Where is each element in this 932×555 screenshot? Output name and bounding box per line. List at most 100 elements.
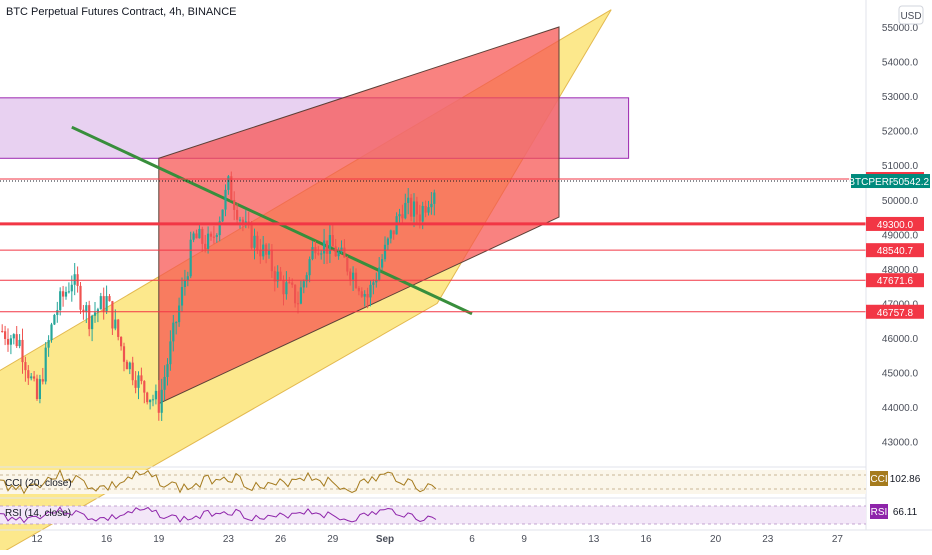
candle-body <box>375 279 378 283</box>
level-tag-bg <box>866 304 924 319</box>
candle-body <box>328 235 331 254</box>
candle-body <box>67 291 70 293</box>
candle-body <box>53 314 56 325</box>
rsi-value-tag: RSI 66.11 <box>870 504 918 519</box>
candle-body <box>279 271 282 281</box>
candle-body <box>35 378 39 400</box>
candle-body <box>157 390 160 413</box>
time-axis[interactable]: 12 16 19 23 26 29 Sep 6 9 13 16 20 23 27 <box>0 529 932 545</box>
candle-body <box>349 271 352 280</box>
candle-body <box>250 223 253 248</box>
candle-body <box>111 301 114 329</box>
cci-line <box>0 468 437 495</box>
last-price-tag: 50542.2 <box>893 174 930 189</box>
candle-body <box>27 370 30 379</box>
x-tick-label: 9 <box>521 534 527 545</box>
candle-body <box>317 253 320 255</box>
candle-body <box>149 399 152 403</box>
cci-pane[interactable]: CCI (20, close) CCI 102.86 <box>0 466 921 495</box>
candle-body <box>105 296 108 312</box>
x-tick-label: 12 <box>31 534 43 545</box>
candle-body <box>357 287 360 292</box>
candle-body <box>201 228 204 244</box>
candle-body <box>4 331 7 339</box>
candle-body <box>389 230 392 239</box>
candle-body <box>62 291 65 297</box>
level-tag-text: 47671.6 <box>877 276 914 287</box>
candle-body <box>343 247 346 258</box>
candle-body <box>99 296 102 310</box>
rsi-pane[interactable]: RSI (14, close) RSI 66.11 <box>0 497 918 525</box>
candle-body <box>172 322 175 342</box>
candle-body <box>38 379 41 400</box>
y-tick-label: 45000.0 <box>882 369 919 380</box>
candle-body <box>320 253 323 255</box>
candle-body <box>1 331 4 333</box>
candle-body <box>102 296 105 312</box>
candle-body <box>282 280 285 295</box>
currency-label: USD <box>900 11 921 22</box>
price-axis[interactable]: 43000.044000.045000.046000.047000.048000… <box>848 0 930 530</box>
candle-body <box>407 197 410 203</box>
currency-button[interactable]: USD <box>898 5 924 25</box>
candle-body <box>175 322 178 324</box>
candle-body <box>288 282 291 284</box>
candle-body <box>363 293 366 297</box>
level-tag-text: 48540.7 <box>877 246 914 257</box>
svg-text:RSI: RSI <box>871 507 888 518</box>
level-tag: 47671.6 <box>866 273 924 288</box>
cci-label: CCI (20, close) <box>5 478 72 489</box>
candle-body <box>337 251 340 257</box>
x-tick-labels: 12 16 19 23 26 29 Sep 6 9 13 16 20 23 27 <box>31 534 843 545</box>
candle-body <box>189 239 192 277</box>
y-tick-label: 52000.0 <box>882 127 919 138</box>
candle-body <box>421 205 424 222</box>
symbol-tag-text: BTCPERP <box>848 177 896 188</box>
candle-body <box>146 392 149 403</box>
y-tick-label: 55000.0 <box>882 23 919 34</box>
candle-body <box>267 250 271 255</box>
candle-body <box>183 280 186 287</box>
x-tick-label: 16 <box>101 534 113 545</box>
candle-body <box>59 291 62 311</box>
candle-body <box>12 334 15 339</box>
candle-body <box>195 233 198 239</box>
candle-body <box>125 361 128 370</box>
cci-value-tag: CCI 102.86 <box>870 471 921 486</box>
candle-body <box>334 246 337 257</box>
candle-body <box>166 364 169 377</box>
drawings-layer <box>0 9 630 555</box>
candle-body <box>128 362 131 370</box>
svg-text:CCI: CCI <box>870 474 887 485</box>
symbol-tag: BTCPERP <box>848 174 896 189</box>
candle-body <box>33 376 36 379</box>
candle-body <box>151 399 155 401</box>
candle-body <box>418 214 421 222</box>
level-tags: 50600.049300.048540.747671.646757.8BTCPE… <box>848 172 930 319</box>
candle-body <box>404 202 407 219</box>
candle-body <box>134 380 137 388</box>
candle-body <box>294 284 297 304</box>
candle-body <box>73 274 76 285</box>
candle-body <box>276 271 279 282</box>
candle-body <box>140 375 143 382</box>
rsi-value: 66.11 <box>893 507 918 518</box>
candle-body <box>154 390 157 400</box>
candle-body <box>372 282 375 285</box>
candle-body <box>50 324 53 341</box>
candle-body <box>79 285 82 310</box>
candle-body <box>212 236 215 238</box>
candle-body <box>91 315 94 330</box>
candle-body <box>180 286 184 306</box>
candle-body <box>383 244 387 260</box>
candle-body <box>296 303 300 305</box>
candle-body <box>366 293 369 298</box>
x-tick-label: 16 <box>640 534 652 545</box>
candle-body <box>18 339 21 347</box>
x-tick-label: 23 <box>223 534 235 545</box>
candle-body <box>131 362 134 381</box>
candle-body <box>233 200 236 210</box>
candle-body <box>204 243 207 249</box>
candle-body <box>323 240 326 254</box>
